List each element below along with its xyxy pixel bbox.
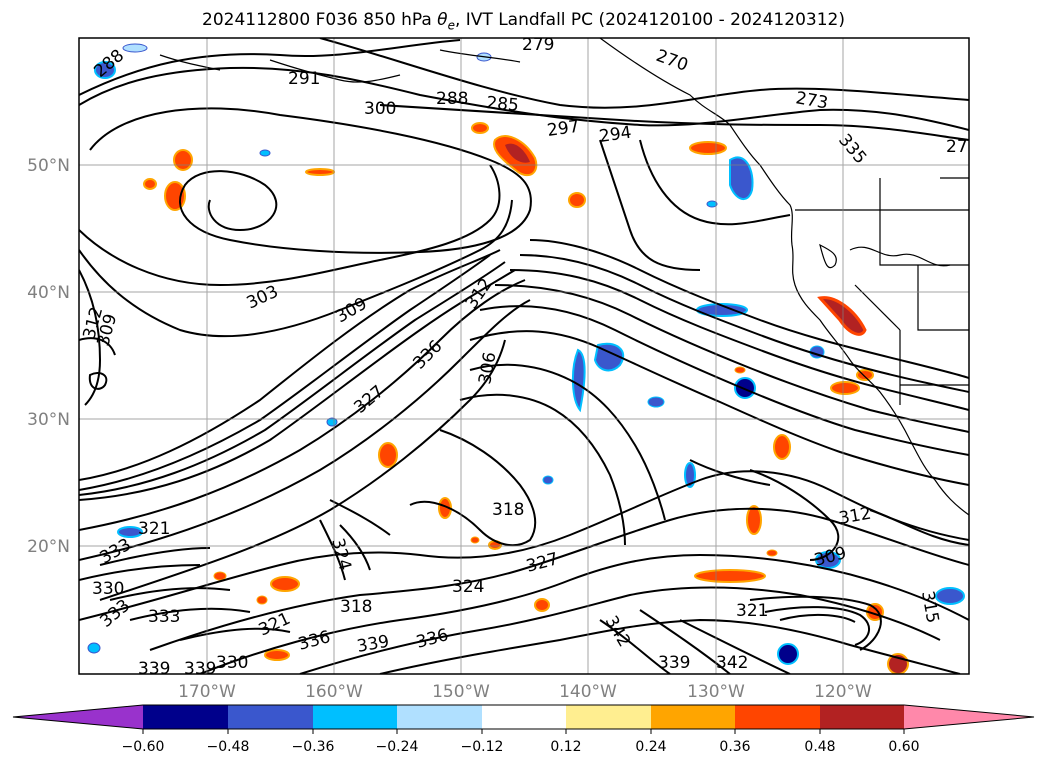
lon-tick: 130°W <box>687 682 745 702</box>
svg-text:333: 333 <box>148 607 180 627</box>
svg-text:288: 288 <box>436 89 468 109</box>
svg-text:321: 321 <box>736 601 768 621</box>
gridlines <box>79 38 969 674</box>
lat-tick: 20°N <box>27 537 70 557</box>
colorbar-swatch <box>143 705 228 729</box>
svg-text:330: 330 <box>216 653 248 673</box>
lon-tick: 150°W <box>432 682 490 702</box>
map-background <box>79 38 969 674</box>
lon-tick: 160°W <box>305 682 363 702</box>
svg-text:27: 27 <box>946 137 968 157</box>
svg-text:291: 291 <box>288 69 320 89</box>
svg-text:318: 318 <box>340 597 372 617</box>
svg-text:342: 342 <box>716 653 748 673</box>
colorbar-swatch <box>735 705 820 729</box>
svg-text:318: 318 <box>492 500 524 520</box>
lon-tick: 120°W <box>814 682 872 702</box>
svg-text:321: 321 <box>138 519 170 539</box>
colorbar: −0.60 −0.48 −0.36 −0.24 −0.12 0.12 0.24 … <box>12 704 1035 755</box>
lon-tick: 140°W <box>559 682 617 702</box>
map-frame <box>78 37 970 675</box>
colorbar-swatch <box>313 705 397 729</box>
colorbar-tick: 0.12 <box>550 739 581 755</box>
colorbar-tick: 0.36 <box>719 739 750 755</box>
colorbar-extend-high <box>904 705 1034 729</box>
colorbar-tick: −0.48 <box>207 739 250 755</box>
svg-text:297: 297 <box>546 117 581 141</box>
svg-text:339: 339 <box>138 659 170 679</box>
colorbar-tick: 0.24 <box>635 739 666 755</box>
svg-text:324: 324 <box>452 577 484 597</box>
contour-layer <box>79 38 969 674</box>
svg-text:279: 279 <box>522 35 554 55</box>
lat-tick: 30°N <box>27 410 70 430</box>
lon-tick-labels: 170°W 160°W 150°W 140°W 130°W 120°W <box>178 682 872 702</box>
colorbar-swatch <box>651 705 735 729</box>
lat-tick-labels: 50°N 40°N 30°N 20°N <box>27 156 70 557</box>
colorbar-extend-low <box>13 705 143 729</box>
svg-text:339: 339 <box>184 659 216 679</box>
lon-tick: 170°W <box>178 682 236 702</box>
colorbar-swatch <box>566 705 651 729</box>
colorbar-tick: −0.60 <box>122 739 165 755</box>
svg-text:330: 330 <box>92 579 124 599</box>
colorbar-tick: −0.24 <box>376 739 419 755</box>
map-title: 2024112800 F036 850 hPa θe, IVT Landfall… <box>202 10 845 33</box>
colorbar-swatch <box>397 705 482 729</box>
colorbar-tick: 0.60 <box>888 739 919 755</box>
svg-text:339: 339 <box>658 653 690 673</box>
svg-text:294: 294 <box>598 123 633 147</box>
lat-tick: 50°N <box>27 156 70 176</box>
svg-text:285: 285 <box>486 93 520 116</box>
svg-text:300: 300 <box>364 99 396 119</box>
lat-tick: 40°N <box>27 283 70 303</box>
colorbar-tick: −0.36 <box>292 739 335 755</box>
colorbar-tick: −0.12 <box>461 739 504 755</box>
colorbar-swatch <box>482 705 566 729</box>
colorbar-swatch <box>820 705 904 729</box>
colorbar-swatch <box>228 705 313 729</box>
colorbar-tick: 0.48 <box>804 739 835 755</box>
